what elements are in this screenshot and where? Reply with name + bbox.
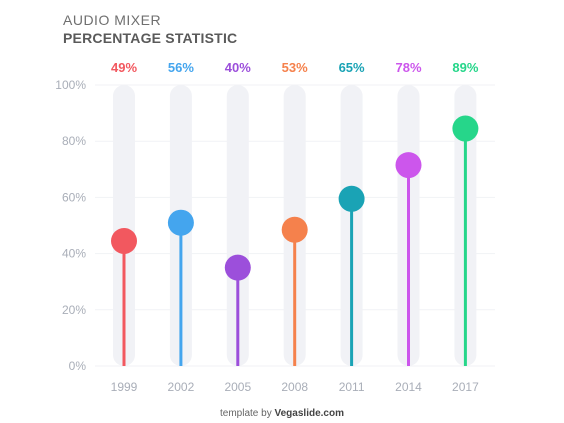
x-tick-label: 1999 <box>111 380 138 394</box>
slider-knob <box>167 209 194 236</box>
footer-credit: template by Vegaslide.com <box>0 408 564 419</box>
x-tick-label: 2005 <box>224 380 251 394</box>
x-tick-label: 2002 <box>168 380 195 394</box>
value-label: 49% <box>111 60 137 75</box>
y-tick-label: 0% <box>69 359 87 373</box>
slider-knob <box>111 227 137 254</box>
x-tick-label: 2008 <box>281 380 308 394</box>
value-label: 78% <box>395 60 421 75</box>
slider-stem <box>350 198 354 366</box>
chart-title: AUDIO MIXER <box>63 12 162 28</box>
x-tick-label: 2011 <box>339 380 365 394</box>
slider-knob <box>452 115 479 142</box>
slider-knob <box>338 185 365 212</box>
slider-stem <box>122 240 126 366</box>
x-tick-label: 2014 <box>395 380 422 394</box>
value-label: 56% <box>168 60 194 75</box>
value-label: 53% <box>282 60 308 75</box>
footer-prefix: template by <box>220 408 272 419</box>
value-label: 65% <box>339 60 365 75</box>
y-tick-label: 40% <box>62 247 86 261</box>
slider-stem <box>179 222 183 366</box>
slider-track <box>113 85 135 366</box>
slider-knob <box>281 216 308 243</box>
y-tick-label: 20% <box>62 303 86 317</box>
y-tick-label: 100% <box>55 78 86 92</box>
x-tick-label: 2017 <box>452 380 479 394</box>
value-label: 40% <box>225 60 251 75</box>
footer-brand: Vegaslide.com <box>274 408 344 419</box>
slider-track <box>226 85 249 366</box>
chart-subtitle: PERCENTAGE STATISTIC <box>63 30 238 46</box>
slider-stem <box>407 165 410 366</box>
slider-stem <box>236 267 240 366</box>
slider-knob <box>395 152 422 179</box>
y-tick-label: 60% <box>62 190 86 204</box>
slider-stem <box>463 128 467 366</box>
slider-stem <box>293 229 297 366</box>
slider-knob <box>224 254 251 281</box>
y-tick-label: 80% <box>62 134 86 148</box>
value-label: 89% <box>452 60 478 75</box>
